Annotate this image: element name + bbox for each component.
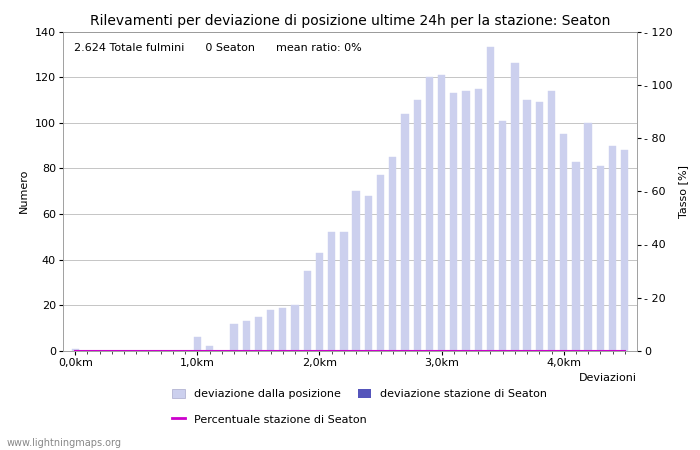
Bar bbox=[584, 123, 592, 351]
Bar bbox=[486, 48, 494, 351]
Bar bbox=[389, 157, 396, 351]
Bar bbox=[426, 77, 433, 351]
Bar bbox=[475, 89, 482, 351]
Bar bbox=[524, 100, 531, 351]
Bar bbox=[206, 346, 214, 351]
Legend: Percentuale stazione di Seaton: Percentuale stazione di Seaton bbox=[172, 414, 367, 424]
Bar bbox=[194, 338, 201, 351]
Bar bbox=[560, 134, 568, 351]
Bar bbox=[255, 317, 262, 351]
Bar bbox=[304, 271, 311, 351]
Bar bbox=[328, 232, 335, 351]
Bar bbox=[365, 196, 372, 351]
Bar bbox=[609, 146, 616, 351]
Title: Rilevamenti per deviazione di posizione ultime 24h per la stazione: Seaton: Rilevamenti per deviazione di posizione … bbox=[90, 14, 610, 27]
Bar bbox=[450, 93, 458, 351]
Y-axis label: Numero: Numero bbox=[20, 169, 29, 213]
Bar bbox=[414, 100, 421, 351]
Bar bbox=[291, 306, 299, 351]
Bar bbox=[71, 349, 79, 351]
Bar bbox=[536, 102, 543, 351]
Bar bbox=[401, 114, 409, 351]
Bar bbox=[499, 121, 506, 351]
Bar bbox=[596, 166, 604, 351]
Bar bbox=[548, 91, 555, 351]
Bar bbox=[279, 308, 286, 351]
Bar bbox=[438, 75, 445, 351]
Bar bbox=[242, 321, 250, 351]
Bar bbox=[377, 176, 384, 351]
Bar bbox=[621, 150, 629, 351]
Bar bbox=[267, 310, 274, 351]
Bar bbox=[230, 324, 237, 351]
Text: Deviazioni: Deviazioni bbox=[579, 374, 637, 383]
Bar bbox=[511, 63, 519, 351]
Bar bbox=[340, 232, 348, 351]
Bar bbox=[573, 162, 580, 351]
Bar bbox=[352, 191, 360, 351]
Text: www.lightningmaps.org: www.lightningmaps.org bbox=[7, 438, 122, 448]
Bar bbox=[316, 253, 323, 351]
Bar bbox=[463, 91, 470, 351]
Text: 2.624 Totale fulmini      0 Seaton      mean ratio: 0%: 2.624 Totale fulmini 0 Seaton mean ratio… bbox=[74, 43, 362, 53]
Y-axis label: Tasso [%]: Tasso [%] bbox=[678, 165, 688, 218]
